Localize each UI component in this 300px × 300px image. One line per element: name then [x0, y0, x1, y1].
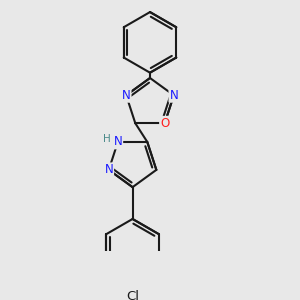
Text: N: N: [104, 164, 113, 176]
Text: Cl: Cl: [126, 290, 139, 300]
Text: O: O: [160, 117, 169, 130]
Text: N: N: [169, 89, 178, 102]
Text: N: N: [113, 135, 122, 148]
Text: N: N: [122, 89, 130, 102]
Text: H: H: [103, 134, 111, 144]
